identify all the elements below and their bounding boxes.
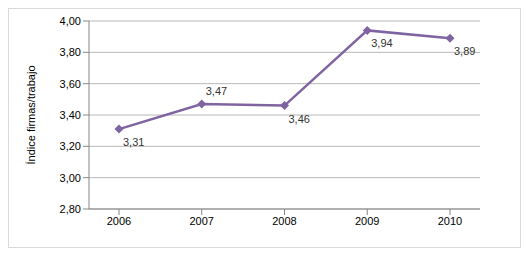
svg-text:2,80: 2,80 <box>60 203 81 215</box>
svg-text:2010: 2010 <box>438 215 462 227</box>
svg-text:3,60: 3,60 <box>60 78 81 90</box>
svg-text:3,20: 3,20 <box>60 140 81 152</box>
svg-text:2009: 2009 <box>355 215 379 227</box>
svg-text:3,31: 3,31 <box>123 136 144 148</box>
svg-text:2008: 2008 <box>272 215 296 227</box>
svg-text:Índice firmas/trabajo: Índice firmas/trabajo <box>25 65 37 164</box>
svg-text:4,00: 4,00 <box>60 15 81 27</box>
svg-text:2007: 2007 <box>190 215 214 227</box>
svg-text:3,46: 3,46 <box>289 113 310 125</box>
svg-text:3,80: 3,80 <box>60 46 81 58</box>
svg-text:3,00: 3,00 <box>60 172 81 184</box>
svg-text:3,40: 3,40 <box>60 109 81 121</box>
svg-text:2006: 2006 <box>107 215 131 227</box>
svg-text:3,47: 3,47 <box>206 85 227 97</box>
svg-text:3,94: 3,94 <box>371 37 392 49</box>
svg-text:3,89: 3,89 <box>454 45 475 57</box>
